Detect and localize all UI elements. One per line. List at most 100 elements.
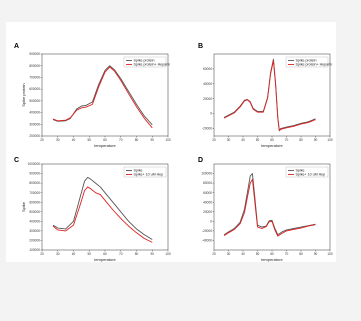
x-tick-label: 20 xyxy=(212,138,216,142)
x-tick-label: 40 xyxy=(241,252,245,256)
chart-panel-c: C 100000 200000 300000 400000 500000 600000 700… xyxy=(14,157,171,262)
series-line-heparin xyxy=(223,178,316,237)
x-tick-label: 80 xyxy=(299,252,303,256)
legend-box xyxy=(123,166,167,178)
y-tick-label: 100000 xyxy=(29,248,40,252)
x-tick-label: 70 xyxy=(285,252,289,256)
x-tick-label: 30 xyxy=(227,138,231,142)
y-tick-label: 60000 xyxy=(203,67,212,71)
series-line-control xyxy=(52,176,153,240)
x-tick-label: 50 xyxy=(87,138,91,142)
legend-label-heparin: Spike+ 10 uM Hep xyxy=(134,173,164,177)
x-tick-label: 20 xyxy=(40,138,44,142)
x-tick-label: 100 xyxy=(165,138,171,142)
x-tick-label: 100 xyxy=(165,252,171,256)
x-tick-label: 50 xyxy=(87,252,91,256)
x-tick-label: 40 xyxy=(72,252,76,256)
y-tick-label: 40000 xyxy=(203,200,212,204)
legend-label-control: Spike protein xyxy=(134,59,155,63)
series-line-control xyxy=(223,173,316,236)
series-line-heparin xyxy=(52,66,153,129)
y-tick-label: -40000 xyxy=(202,239,212,243)
x-tick-label: 20 xyxy=(40,252,44,256)
y-tick-label: 800000 xyxy=(29,181,40,185)
x-tick-label: 90 xyxy=(314,252,318,256)
y-tick-label: 1000000 xyxy=(28,162,41,166)
x-tick-label: 100 xyxy=(327,252,333,256)
x-axis-title: temperature xyxy=(94,257,116,262)
x-tick-label: 30 xyxy=(227,252,231,256)
y-tick-label: 200000 xyxy=(29,134,40,138)
legend-label-heparin: Spike protein+ Heparin xyxy=(296,63,333,67)
y-tick-label: 20000 xyxy=(203,97,212,101)
x-tick-label: 30 xyxy=(56,138,60,142)
y-tick-label: 40000 xyxy=(203,82,212,86)
legend-label-control: Spike xyxy=(296,169,305,173)
y-tick-label: 600000 xyxy=(29,87,40,91)
figure-sheet: A 200000 300000 400000 500000 600000 700000 800… xyxy=(6,22,336,262)
y-tick-label: 400000 xyxy=(29,219,40,223)
x-tick-label: 100 xyxy=(327,138,333,142)
x-tick-label: 60 xyxy=(103,138,107,142)
legend-label-control: Spike xyxy=(134,169,143,173)
x-axis-title: temperature xyxy=(94,143,116,148)
chart-panel-a: A 200000 300000 400000 500000 600000 700000 800… xyxy=(14,43,171,148)
y-tick-label: 800000 xyxy=(29,64,40,68)
x-tick-label: 50 xyxy=(256,138,260,142)
y-axis-title: Spike xyxy=(21,201,26,212)
y-tick-label: 20000 xyxy=(203,210,212,214)
x-tick-label: 90 xyxy=(150,138,154,142)
y-tick-label: -20000 xyxy=(202,229,212,233)
x-tick-label: 80 xyxy=(135,138,139,142)
x-tick-label: 40 xyxy=(241,138,245,142)
y-tick-label: 100000 xyxy=(201,172,212,176)
y-tick-label: 500000 xyxy=(29,99,40,103)
panel-letter-c: C xyxy=(14,157,19,164)
series-line-control xyxy=(223,58,316,131)
y-tick-label: 200000 xyxy=(29,239,40,243)
chart-panel-b: B -20000 0 20000 40000 60000 20 30 40 50 60 70 80 90 1… xyxy=(198,43,333,148)
x-tick-label: 90 xyxy=(150,252,154,256)
x-tick-label: 60 xyxy=(270,138,274,142)
y-tick-label: 300000 xyxy=(29,229,40,233)
legend-box xyxy=(285,56,329,68)
y-tick-label: 400000 xyxy=(29,111,40,115)
x-tick-label: 80 xyxy=(299,138,303,142)
legend-box xyxy=(123,56,167,68)
chart-panel-d: D -40000 -20000 0 20000 40000 60000 80000 100000… xyxy=(198,157,333,262)
x-tick-label: 50 xyxy=(256,252,260,256)
y-tick-label: -20000 xyxy=(202,127,212,131)
panel-letter-b: B xyxy=(198,43,203,50)
y-tick-label: 700000 xyxy=(29,76,40,80)
x-tick-label: 70 xyxy=(119,252,123,256)
y-tick-label: 0 xyxy=(210,112,212,116)
y-tick-label: 600000 xyxy=(29,200,40,204)
legend-label-heparin: Spike protein+ Heparin xyxy=(134,63,171,67)
x-tick-label: 70 xyxy=(119,138,123,142)
y-tick-label: 60000 xyxy=(203,191,212,195)
series-line-control xyxy=(52,65,153,126)
x-axis-title: temperature xyxy=(261,143,283,148)
y-tick-label: 500000 xyxy=(29,210,40,214)
y-axis-title: Spike protein xyxy=(21,83,26,106)
panel-letter-d: D xyxy=(198,157,203,164)
x-tick-label: 60 xyxy=(270,252,274,256)
panel-letter-a: A xyxy=(14,43,19,50)
legend-label-control: Spike protein xyxy=(296,59,317,63)
figure-svg: A200000300000400000500000600000700000800… xyxy=(14,43,333,262)
x-tick-label: 80 xyxy=(135,252,139,256)
x-tick-label: 90 xyxy=(314,138,318,142)
x-tick-label: 20 xyxy=(212,252,216,256)
y-tick-label: 80000 xyxy=(203,181,212,185)
x-tick-label: 30 xyxy=(56,252,60,256)
legend-box xyxy=(285,166,329,178)
x-tick-label: 40 xyxy=(72,138,76,142)
series-line-heparin xyxy=(52,186,153,243)
y-tick-label: 900000 xyxy=(29,52,40,56)
y-tick-label: 300000 xyxy=(29,122,40,126)
series-line-heparin xyxy=(223,60,316,132)
x-axis-title: temperature xyxy=(261,257,283,262)
y-tick-label: 900000 xyxy=(29,172,40,176)
legend-label-heparin: Spike+ 10 uM Hep xyxy=(296,173,326,177)
x-tick-label: 70 xyxy=(285,138,289,142)
